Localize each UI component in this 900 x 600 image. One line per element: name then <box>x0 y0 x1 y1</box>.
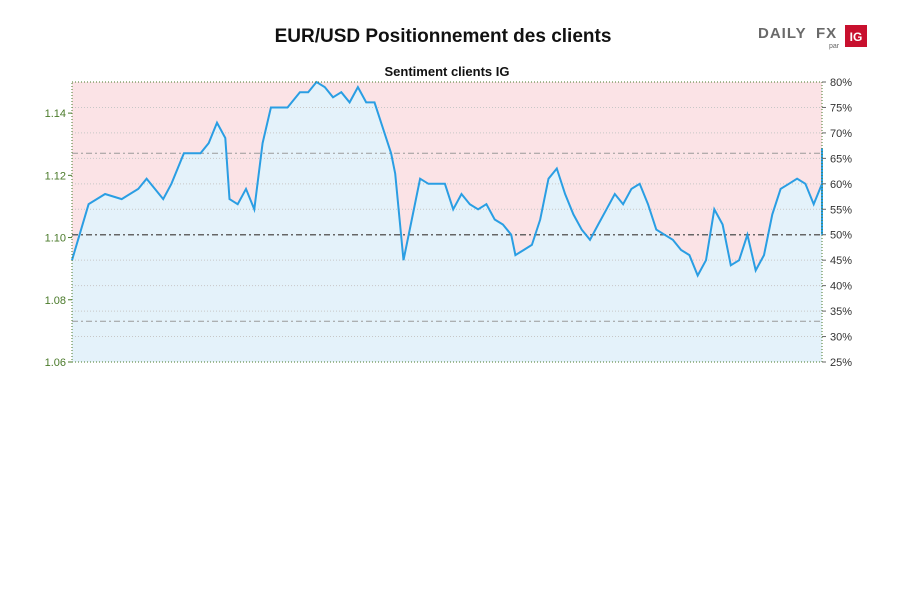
right-tick-label: 55% <box>830 204 852 216</box>
chart-title: EUR/USD Positionnement des clients <box>275 26 612 47</box>
left-tick-label: 1.06 <box>45 357 66 369</box>
brand-logo: DAILY FX par IG <box>758 25 867 50</box>
plot-border <box>71 81 823 363</box>
main-panel: Sentiment clients IG 1.06 1.08 1.10 1.12 1.14… <box>45 64 853 369</box>
left-tick-label: 1.12 <box>45 170 66 182</box>
right-tick-label: 45% <box>830 255 852 267</box>
right-tick-label: 75% <box>830 102 852 114</box>
left-tick-label: 1.10 <box>45 233 66 245</box>
right-tick-label: 30% <box>830 332 852 344</box>
right-tick-label: 80% <box>830 77 852 89</box>
left-tick-label: 1.14 <box>45 108 66 120</box>
left-tick-label: 1.08 <box>45 295 66 307</box>
right-tick-label: 50% <box>830 230 852 242</box>
right-tick-label: 35% <box>830 306 852 318</box>
right-tick-label: 70% <box>830 128 852 140</box>
brand-daily: DAILY <box>758 25 807 42</box>
right-tick-label: 25% <box>830 357 852 369</box>
right-tick-label: 40% <box>830 281 852 293</box>
buyers-area <box>72 82 822 362</box>
right-tick-label: 65% <box>830 153 852 165</box>
brand-fx: FX <box>816 25 837 42</box>
brand-par: par <box>829 43 840 50</box>
right-tick-label: 60% <box>830 179 852 191</box>
brand-badge-bg <box>845 25 867 47</box>
chart-subtitle: Sentiment clients IG <box>385 64 510 79</box>
brand-badge: IG <box>850 30 863 44</box>
